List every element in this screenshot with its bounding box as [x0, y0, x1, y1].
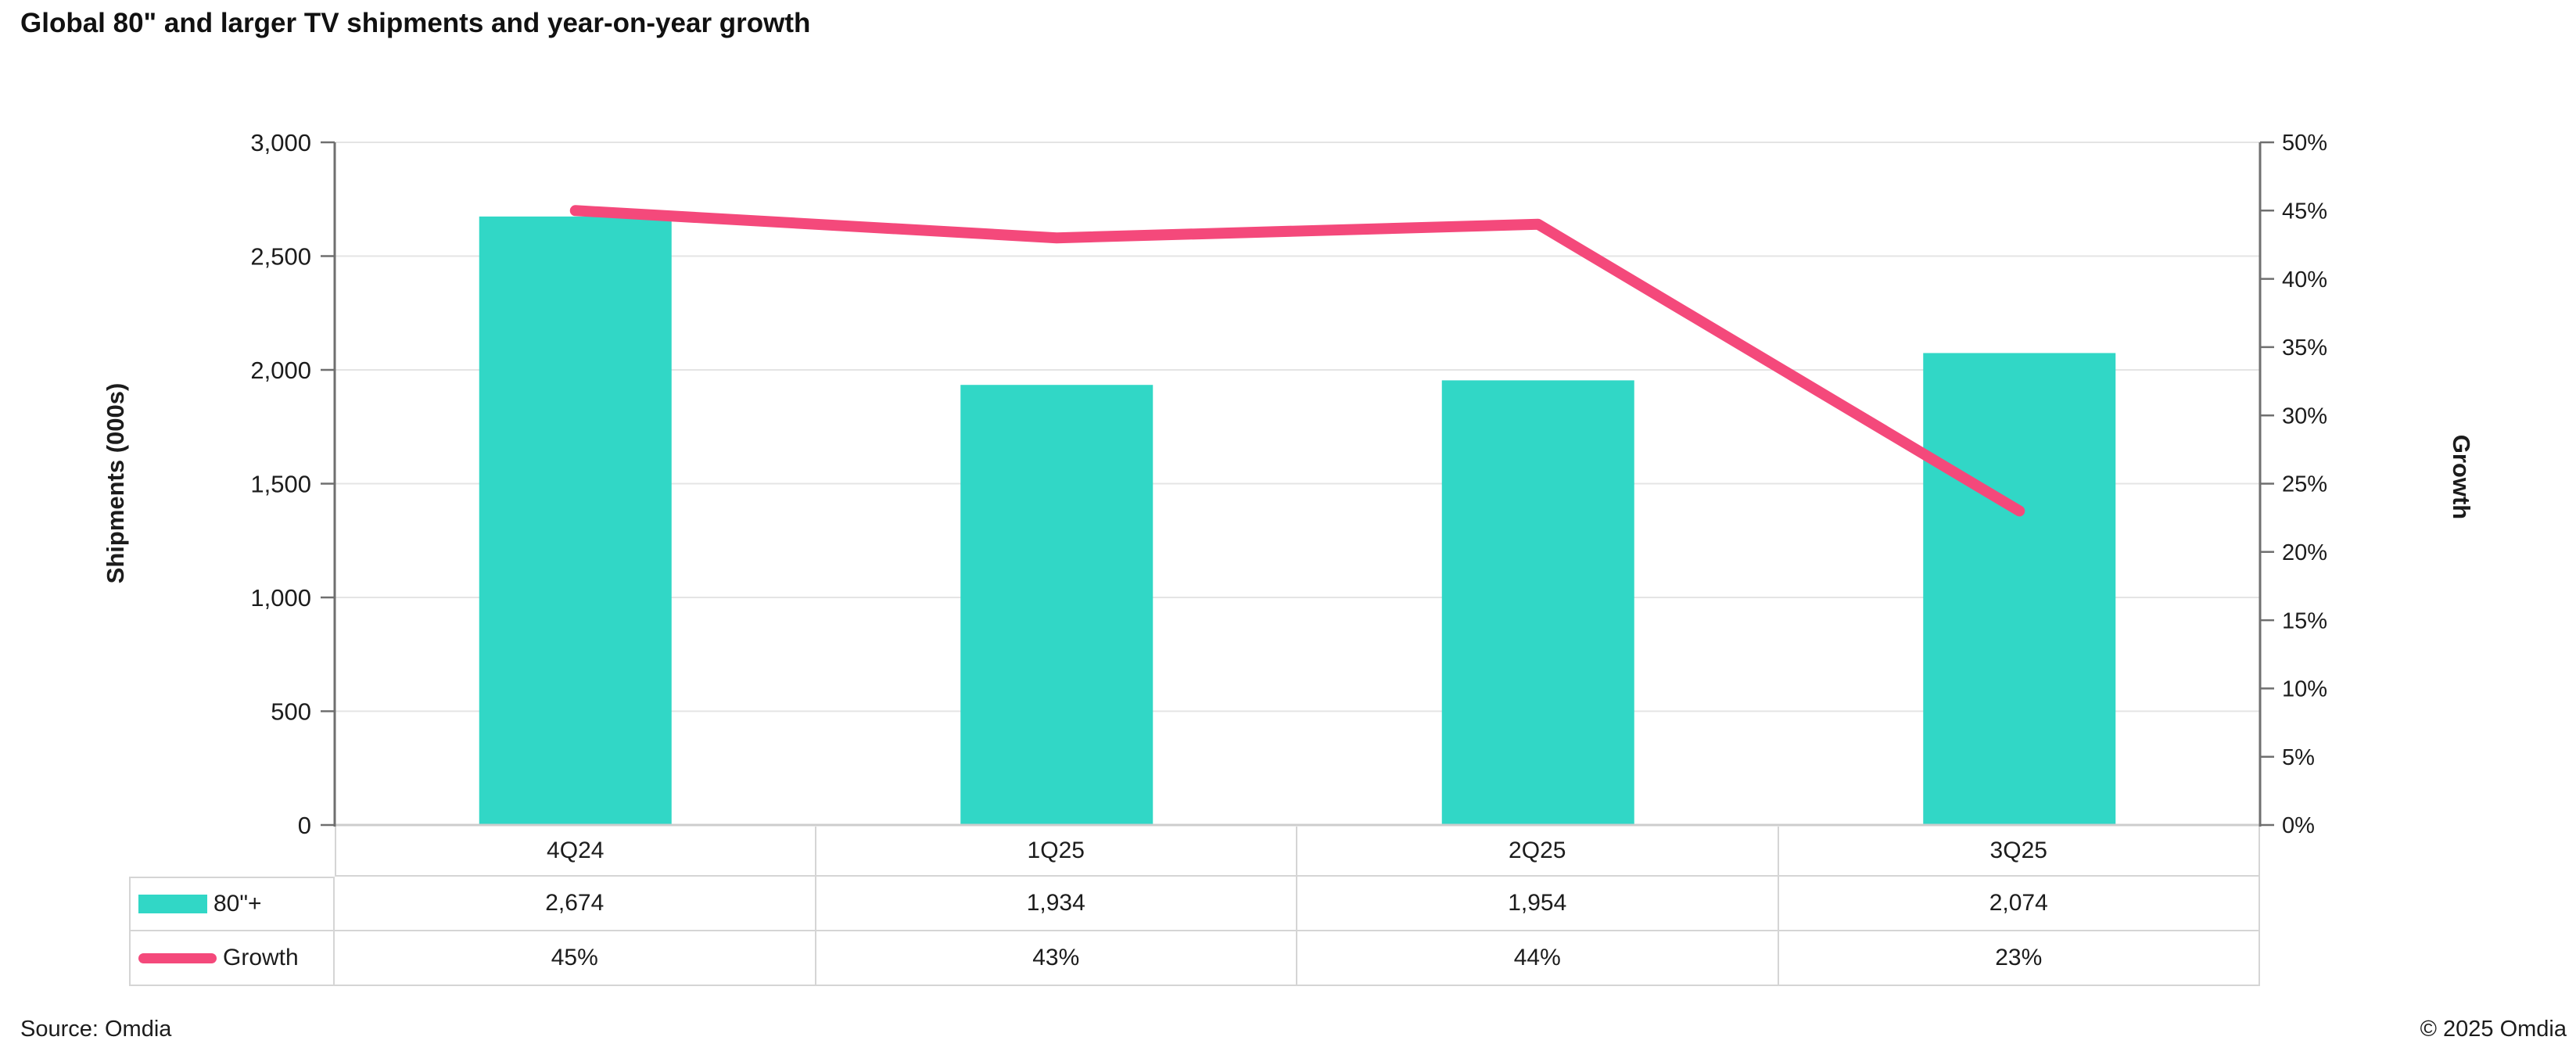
growth-line	[569, 205, 2025, 517]
right-axis-tick-label: 15%	[2282, 608, 2327, 633]
right-axis-tick-label: 20%	[2282, 540, 2327, 565]
right-axis-tick-label: 30%	[2282, 404, 2327, 429]
legend-cell-growth: Growth	[129, 931, 335, 986]
bar-3Q25	[1923, 353, 2116, 825]
table-value-cell: 1,934	[816, 877, 1297, 931]
table-corner-blank	[129, 827, 335, 877]
line-series	[569, 205, 2025, 517]
left-axis-tick-label: 3,000	[250, 129, 311, 156]
line-swatch-legend-icon	[138, 952, 217, 963]
bar-4Q24	[479, 216, 672, 826]
left-axis-title: Shipments (000s)	[102, 383, 129, 584]
legend-label: Growth	[223, 945, 299, 970]
left-axis-tick-label: 2,500	[250, 242, 311, 270]
right-axis-tick-label: 45%	[2282, 199, 2327, 224]
table-value-cell: 2,674	[335, 877, 816, 931]
table-value-cell: 1,954	[1297, 877, 1779, 931]
right-axis-tick-label: 35%	[2282, 335, 2327, 360]
right-axis-tick-label: 40%	[2282, 267, 2327, 292]
copyright-text: © 2025 Omdia	[2420, 1017, 2567, 1042]
right-axis-tick-label: 50%	[2282, 131, 2327, 156]
table-category-header: 3Q25	[1778, 827, 2260, 877]
table-value-cell: 45%	[335, 931, 816, 986]
bar-swatch-legend-icon	[138, 895, 207, 913]
source-text: Source: Omdia	[20, 1017, 172, 1042]
axes	[321, 141, 2274, 827]
data-table: 4Q24 1Q25 2Q25 3Q25 80"+ 2,674 1,934 1,954 2,074…	[129, 827, 2260, 986]
table-category-header: 2Q25	[1297, 827, 1779, 877]
table-category-header: 1Q25	[816, 827, 1297, 877]
right-axis-tick-label: 10%	[2282, 677, 2327, 702]
right-axis-title: Growth	[2448, 435, 2475, 520]
bar-series	[479, 216, 2116, 826]
left-axis-tick-label: 0	[298, 812, 311, 839]
legend-label: 80"+	[213, 891, 262, 916]
table-category-header: 4Q24	[335, 827, 816, 877]
right-axis-tick-label: 25%	[2282, 472, 2327, 497]
bar-1Q25	[960, 385, 1153, 825]
table-value-cell: 23%	[1778, 931, 2260, 986]
bar-2Q25	[1441, 380, 1634, 825]
table-value-cell: 44%	[1297, 931, 1779, 986]
right-axis-tick-label: 5%	[2282, 745, 2315, 770]
table-value-cell: 43%	[816, 931, 1297, 986]
left-axis-tick-label: 1,000	[250, 584, 311, 612]
left-axis-tick-label: 2,000	[250, 357, 311, 384]
left-axis-tick-label: 1,500	[250, 470, 311, 497]
table-value-cell: 2,074	[1778, 877, 2260, 931]
left-axis-tick-label: 500	[271, 698, 311, 725]
chart-title: Global 80" and larger TV shipments and y…	[20, 8, 811, 38]
legend-cell-shipments: 80"+	[129, 877, 335, 931]
right-axis-tick-label: 0%	[2282, 813, 2315, 838]
tick-labels: 3,000 2,500 2,000 1,500 1,000 500 0 50% 45% 40% 35…	[250, 129, 2327, 839]
